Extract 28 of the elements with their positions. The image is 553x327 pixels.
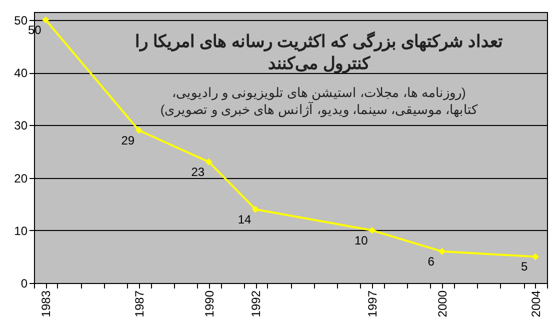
x-tick-label: 1983 [39, 290, 54, 318]
y-tick-label: 10 [14, 224, 28, 238]
y-tick-label: 50 [14, 13, 28, 28]
point [42, 16, 50, 24]
x-tick-label: 1997 [366, 290, 380, 318]
x-tick-label: 1987 [132, 290, 146, 318]
data-label: 29 [121, 133, 135, 148]
point [438, 248, 446, 255]
y-tick-label: 30 [14, 118, 28, 133]
data-label: 10 [354, 233, 368, 248]
x-tick-label: 2000 [436, 290, 450, 318]
point [252, 206, 260, 213]
point [368, 226, 376, 234]
x-tick-label: 1992 [249, 290, 264, 318]
x-tick-label: 2004 [528, 290, 543, 318]
x-tick-label: 1990 [202, 290, 216, 318]
text: تعداد شرکتهای بزرگی که اکثریت رسانه های امریکا را کنترول می‌کنند [135, 31, 503, 74]
data-label: 14 [238, 212, 252, 226]
point [135, 126, 142, 134]
y-tick-label: 0 [20, 276, 28, 290]
data-label: 5 [520, 260, 528, 274]
y-tick-label: 20 [14, 171, 28, 186]
point [532, 253, 539, 260]
point [205, 158, 212, 166]
y-tick-label: 40 [14, 66, 28, 80]
data-label: 6 [428, 254, 435, 268]
text: (روزنامه ها، مجلات، استیشن های تلویزیونی و رادیویی، کتابها، موسیقی، سینما، ویدیو، آژانس های خبری و تصویری) [160, 85, 479, 118]
data-label: 23 [191, 164, 205, 179]
